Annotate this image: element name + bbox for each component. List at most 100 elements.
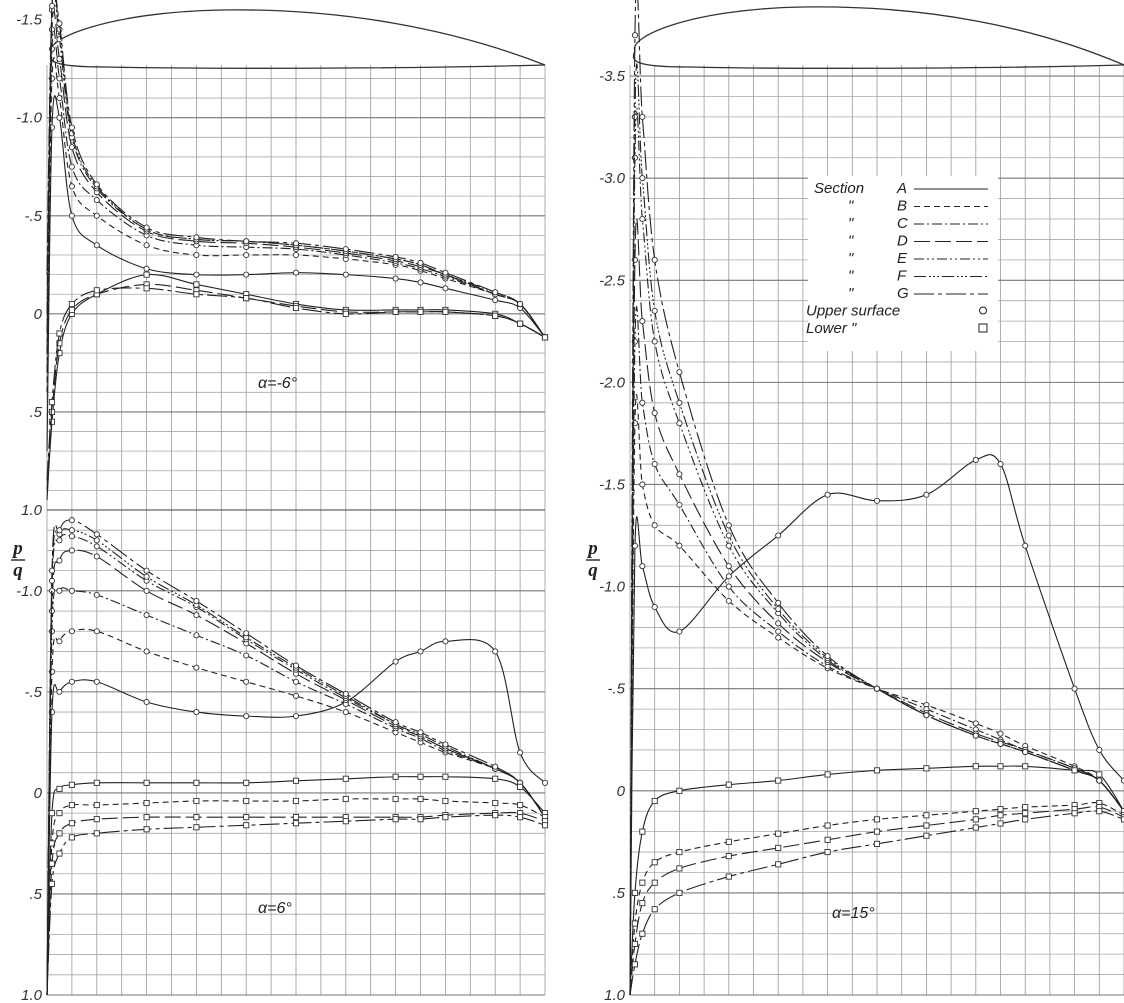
y-tick-label: 1.0 <box>21 987 43 1003</box>
point-upper-C <box>243 652 250 659</box>
point-lower-G <box>517 320 524 327</box>
point-upper-C <box>651 461 658 468</box>
point-upper-D <box>639 318 646 325</box>
point-lower-B <box>873 816 881 823</box>
point-upper-G <box>492 289 499 296</box>
y-tick-label: 0 <box>617 783 626 800</box>
point-upper-B <box>651 522 658 529</box>
point-lower-D <box>193 814 200 821</box>
y-axis-label-denominator: q <box>13 560 23 581</box>
point-lower-G <box>651 906 658 913</box>
point-upper-D <box>68 547 75 554</box>
point-lower-A <box>492 775 499 782</box>
legend-prefix: " <box>848 233 854 250</box>
y-axis-label-numerator: p <box>11 538 23 559</box>
point-upper-D <box>143 587 150 594</box>
point-upper-G <box>676 369 683 376</box>
legend-label-E: E <box>897 250 908 267</box>
point-lower-D <box>48 408 56 415</box>
point-lower-G <box>342 310 349 317</box>
series-line-G-lower <box>46 287 546 481</box>
point-upper-B <box>243 251 250 259</box>
point-upper-A <box>923 491 930 498</box>
y-tick-label: -.5 <box>24 684 42 701</box>
series-line-F-upper <box>46 528 546 996</box>
point-lower-B <box>68 801 75 809</box>
point-lower-G <box>775 861 782 868</box>
point-upper-G <box>392 719 399 726</box>
legend-prefix: " <box>848 215 854 232</box>
point-upper-A <box>243 271 250 278</box>
point-upper-G <box>143 567 150 574</box>
point-lower-G <box>725 873 732 880</box>
point-lower-G <box>873 840 881 847</box>
point-lower-G <box>56 850 63 857</box>
point-upper-A <box>725 573 732 580</box>
y-tick-label: -1.0 <box>16 583 43 600</box>
point-lower-G <box>143 285 150 292</box>
series-line-A-upper <box>629 454 1124 996</box>
point-lower-A <box>923 765 930 772</box>
point-upper-E <box>725 542 732 549</box>
point-upper-E <box>68 533 75 540</box>
point-upper-F <box>775 605 782 613</box>
point-upper-G <box>48 567 56 574</box>
point-upper-G <box>392 253 399 261</box>
point-upper-C <box>93 197 100 204</box>
point-upper-F <box>631 113 638 120</box>
point-lower-A <box>517 783 524 790</box>
series-line-B-upper <box>46 628 546 996</box>
point-upper-G <box>56 20 63 27</box>
point-upper-C <box>193 632 200 639</box>
point-upper-A <box>1096 746 1103 753</box>
point-lower-G <box>517 814 524 821</box>
point-lower-B <box>417 795 424 803</box>
y-tick-label: .5 <box>612 885 625 902</box>
point-lower-A <box>243 779 250 786</box>
point-lower-G <box>541 334 549 341</box>
point-lower-A <box>193 779 200 786</box>
point-upper-G <box>417 729 424 736</box>
airfoil-profiles <box>49 6 1124 69</box>
point-lower-G <box>243 295 250 302</box>
legend-label-G: G <box>897 285 909 302</box>
point-lower-G <box>417 308 424 315</box>
point-lower-D <box>48 860 56 867</box>
point-lower-A <box>56 350 63 357</box>
legend-label-C: C <box>897 215 908 232</box>
point-lower-A <box>676 787 683 794</box>
point-upper-G <box>631 32 638 39</box>
point-upper-C <box>143 612 150 619</box>
point-upper-A <box>243 713 250 720</box>
point-lower-A <box>143 271 150 278</box>
point-lower-A <box>873 767 881 774</box>
point-upper-B <box>292 692 300 699</box>
point-lower-G <box>292 820 300 827</box>
point-upper-B <box>143 648 150 655</box>
point-upper-B <box>292 251 300 259</box>
point-upper-A <box>93 242 100 249</box>
y-tick-label: -.5 <box>607 681 625 698</box>
point-upper-G <box>143 224 150 231</box>
point-upper-B <box>143 242 150 249</box>
legend-label-B: B <box>897 198 907 215</box>
series-line-G-upper <box>46 0 546 338</box>
point-upper-C <box>68 163 75 170</box>
point-lower-A <box>725 781 732 788</box>
point-upper-F <box>651 307 658 314</box>
point-upper-B <box>775 634 782 641</box>
point-lower-G <box>48 399 56 406</box>
y-tick-label: -3.5 <box>599 68 626 85</box>
point-upper-G <box>93 531 100 538</box>
point-upper-A <box>442 285 449 292</box>
point-upper-G <box>725 522 732 529</box>
point-upper-E <box>651 338 658 345</box>
point-lower-A <box>417 773 424 780</box>
point-upper-E <box>56 537 63 544</box>
point-upper-G <box>923 712 930 719</box>
point-upper-A <box>56 114 63 121</box>
point-upper-G <box>824 652 831 660</box>
point-upper-B <box>243 678 250 685</box>
point-lower-D <box>56 830 63 837</box>
